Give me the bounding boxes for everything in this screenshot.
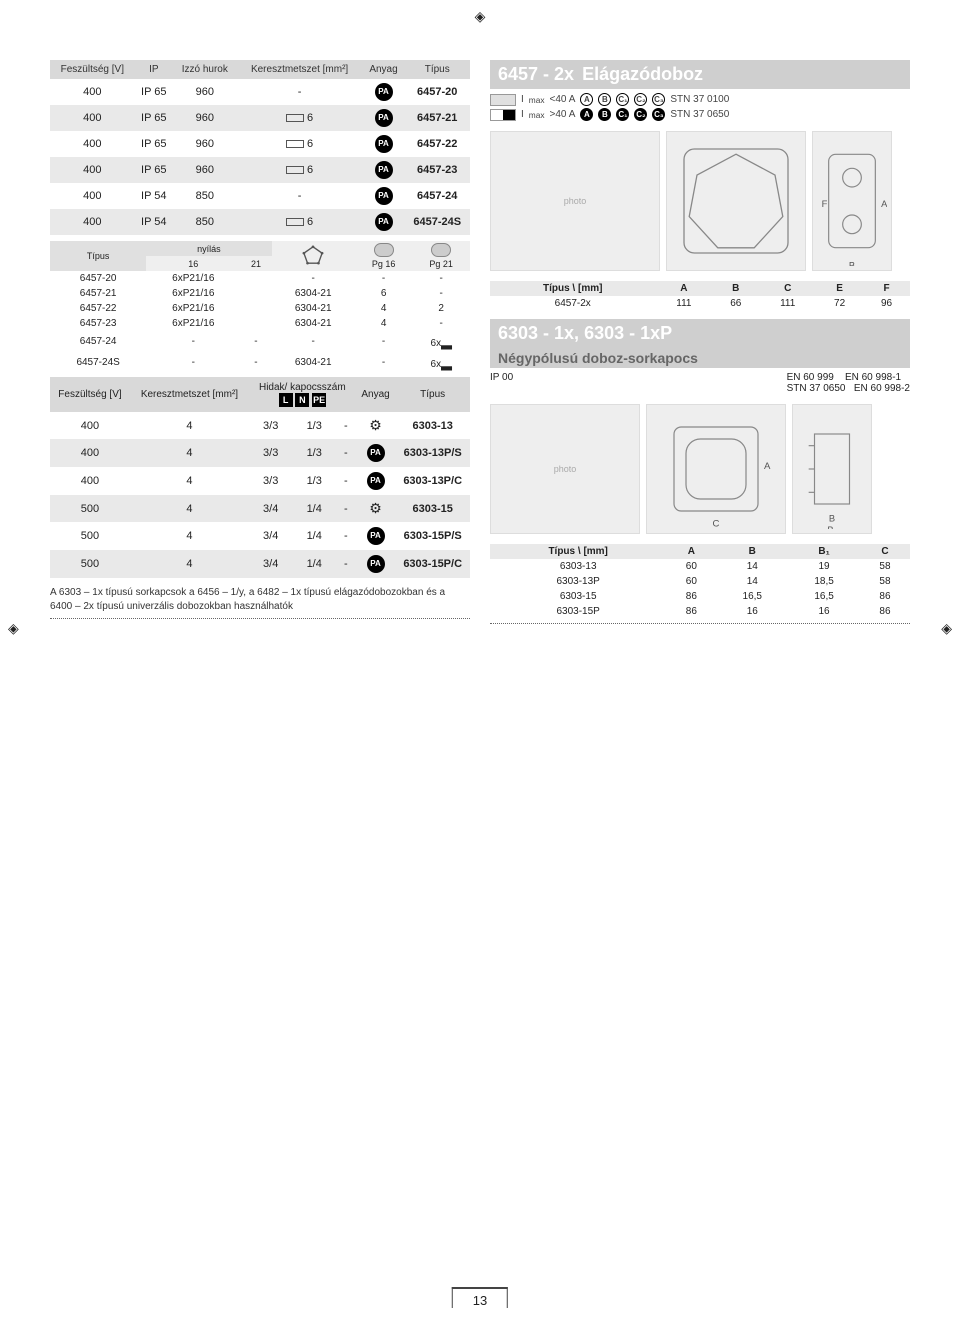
table-row: 6457-24----6x▂ [50,331,470,352]
dotted-rule [50,618,470,619]
openings-col-nyilas: nyílás [146,241,271,256]
gear-icon: ⚙ [369,417,382,434]
registration-mark-right: ◈ [941,620,952,637]
table-row: 6457-206xP21/16--- [50,271,470,286]
col-cross: Keresztmetszet [mm²] [237,60,363,79]
col-material-2: Anyag [356,377,396,412]
col-type-2: Típus [395,377,470,412]
table-row: 6457-2x111661117296 [490,296,910,311]
svg-text:B: B [849,261,855,266]
pa-icon: PA [375,187,393,205]
col-type: Típus [404,60,470,79]
table-row: 400 4 3/3 1/3 - PA 6303-13P/S [50,439,470,467]
col-cross-2: Keresztmetszet [mm²] [130,377,249,412]
col-voltage: Feszültség [V] [50,60,135,79]
table-row: 400 [50,183,135,209]
table-row: 6457-24S--6304-21-6x▂ [50,352,470,373]
table-row: 6457-226xP21/166304-2142 [50,301,470,316]
pa-icon: PA [375,109,393,127]
table-row: 400 4 3/3 1/3 - PA 6303-13P/C [50,467,470,495]
footnote-6303: A 6303 – 1x típusú sorkapcsok a 6456 – 1… [50,586,470,614]
table-row: 6457-216xP21/166304-216- [50,286,470,301]
switch-icon-light [490,94,516,106]
table-row: 400 [50,79,135,105]
title-bar-6457: 6457 - 2x Elágazódoboz [490,60,910,89]
standards-6303: IP 00 EN 60 999 EN 60 998-1 STN 37 0650 … [490,372,910,394]
product-photo-6303: photo [490,404,640,534]
table-row: 6303-13P601418,558 [490,574,910,589]
col-voltage-2: Feszültség [V] [50,377,130,412]
gland-icon-2: Pg 21 [412,241,470,271]
drawing-6457-top: EC [666,131,806,271]
pa-icon: PA [367,444,385,462]
col-material: Anyag [363,60,405,79]
table-row: 400 [50,209,135,235]
dim-table-6457: Típus \ [mm]ABCEF 6457-2x111661117296 [490,281,910,311]
table-row: 500 4 3/4 1/4 - ⚙ 6303-15 [50,495,470,522]
table-row: 6303-158616,516,586 [490,589,910,604]
table-row: 400 [50,105,135,131]
table-row: 500 4 3/4 1/4 - PA 6303-15P/C [50,550,470,578]
table-row: 6303-1360141958 [490,559,910,574]
svg-text:C: C [713,519,720,529]
table-row: 400 [50,157,135,183]
pa-icon: PA [367,472,385,490]
drawing-6457-side: A F B [812,131,892,271]
pa-icon: PA [375,161,393,179]
product-photo-6457: photo [490,131,660,271]
table-row: 400 4 3/3 1/3 - ⚙ 6303-13 [50,412,470,439]
openings-col-21: 21 [240,256,271,271]
svg-text:A: A [881,199,887,209]
gear-icon: ⚙ [369,500,382,517]
title-bar-6303: 6303 - 1x, 6303 - 1xP [490,319,910,348]
dim-table-6303: Típus \ [mm]ABB₁C 6303-13601419586303-13… [490,544,910,619]
switch-icon-dark [490,109,516,121]
registration-mark-top: ◈ [475,8,486,25]
table-row: 6457-236xP21/166304-214- [50,316,470,331]
pa-icon: PA [375,135,393,153]
pa-icon: PA [367,555,385,573]
table-6303: Feszültség [V] Keresztmetszet [mm²] Hida… [50,377,470,578]
col-ip: IP [135,60,173,79]
svg-text:A: A [764,461,771,472]
gland-icon: Pg 16 [355,241,413,271]
col-loop: Izzó hurok [173,60,237,79]
table-row: 400 [50,131,135,157]
table-row: 6303-15P86161686 [490,604,910,619]
pa-icon: PA [367,527,385,545]
title-desc-6303: Négypólusú doboz-sorkapocs [490,348,910,368]
pentagon-icon [272,241,355,271]
openings-col-16: 16 [146,256,240,271]
pa-icon: PA [375,83,393,101]
registration-mark-left: ◈ [8,620,19,637]
ip-label: IP 00 [490,372,513,394]
title-code-6457: 6457 - 2x [498,64,574,85]
pa-icon: PA [375,213,393,231]
svg-text:B₁: B₁ [827,525,836,529]
col-bridges: Hidak/ kapocsszám L N PE [249,377,356,412]
openings-col-type: Típus [50,241,146,271]
table-row: 500 4 3/4 1/4 - PA 6303-15P/S [50,522,470,550]
drawing-6303-top: CA [646,404,786,534]
svg-text:B: B [829,514,835,524]
drawing-6303-side: BB₁ [792,404,872,534]
table-6457: Feszültség [V] IP Izzó hurok Keresztmets… [50,60,470,235]
title-desc-6457: Elágazódoboz [582,64,902,85]
page-number: 13 [452,1287,508,1308]
dotted-rule-2 [490,623,910,624]
table-openings: Típus nyílás Pg 16 Pg 21 16 21 [50,241,470,373]
svg-text:F: F [822,199,828,209]
title-code-6303: 6303 - 1x, 6303 - 1xP [498,323,672,344]
standards-6457: Imax <40 A A B C₁ C₂ C₃ STN 37 0100 Imax… [490,93,910,121]
